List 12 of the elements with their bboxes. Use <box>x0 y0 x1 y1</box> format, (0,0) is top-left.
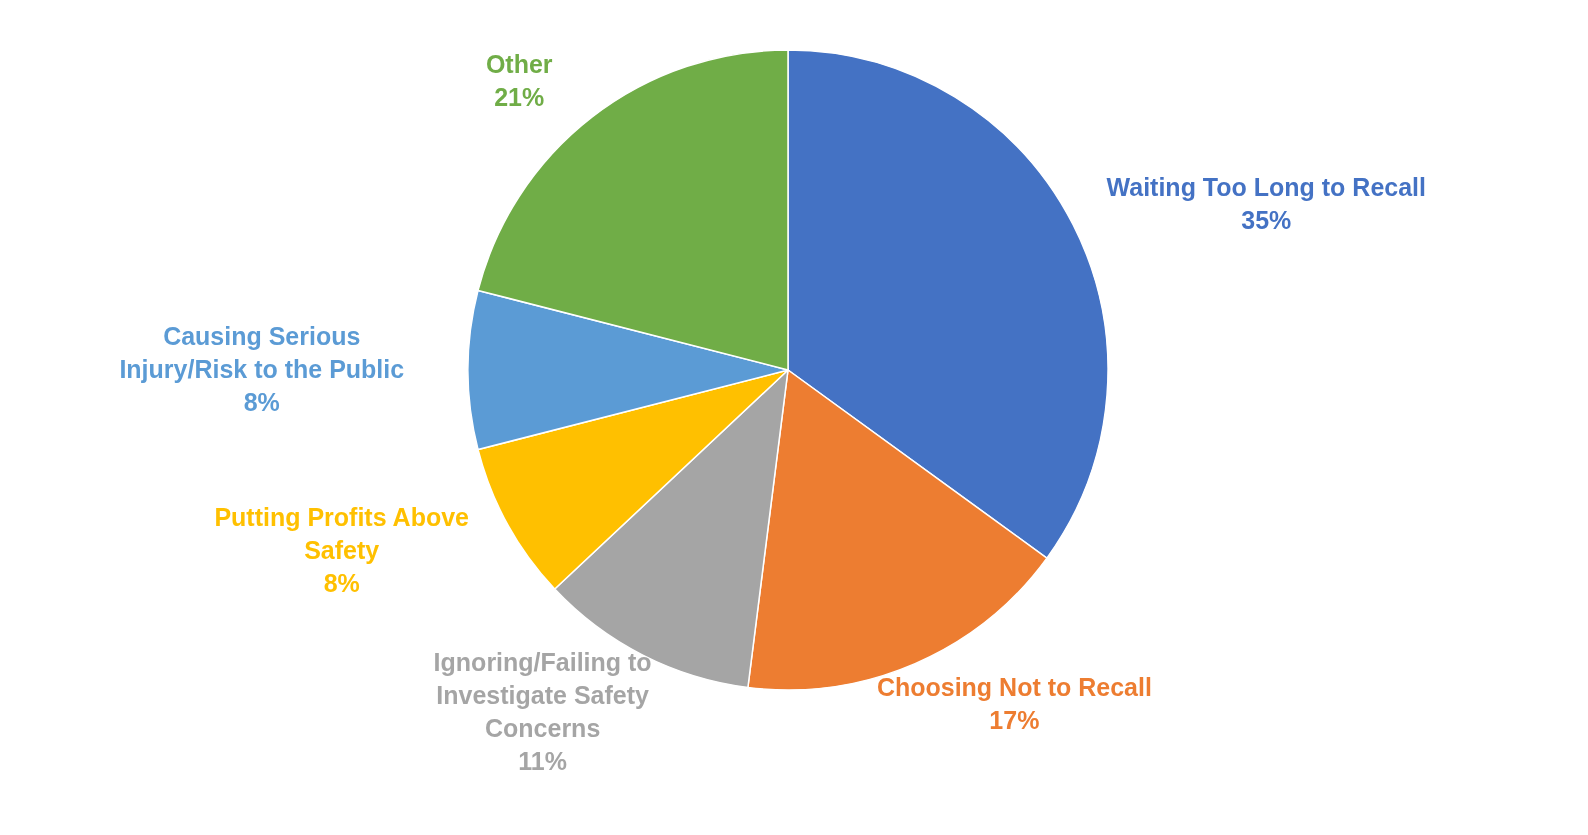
data-label: 8% <box>243 388 280 416</box>
data-label: 17% <box>989 706 1040 735</box>
data-label: 21% <box>494 83 545 112</box>
slice-label: Choosing Not to Recall <box>876 673 1152 702</box>
data-label: 35% <box>1241 205 1292 234</box>
slice-label: Other <box>485 50 553 79</box>
slice-label: Waiting Too Long to Recall <box>1106 172 1426 201</box>
slice-label: Causing Serious Injury/Risk to the Public <box>119 322 405 383</box>
data-label: 8% <box>323 568 360 597</box>
slice-label: Ignoring/Failing to Investigate Safety Concerns <box>433 648 652 743</box>
data-label: 11% <box>518 747 567 776</box>
slice-label: Putting Profits Above Safety <box>214 502 470 564</box>
